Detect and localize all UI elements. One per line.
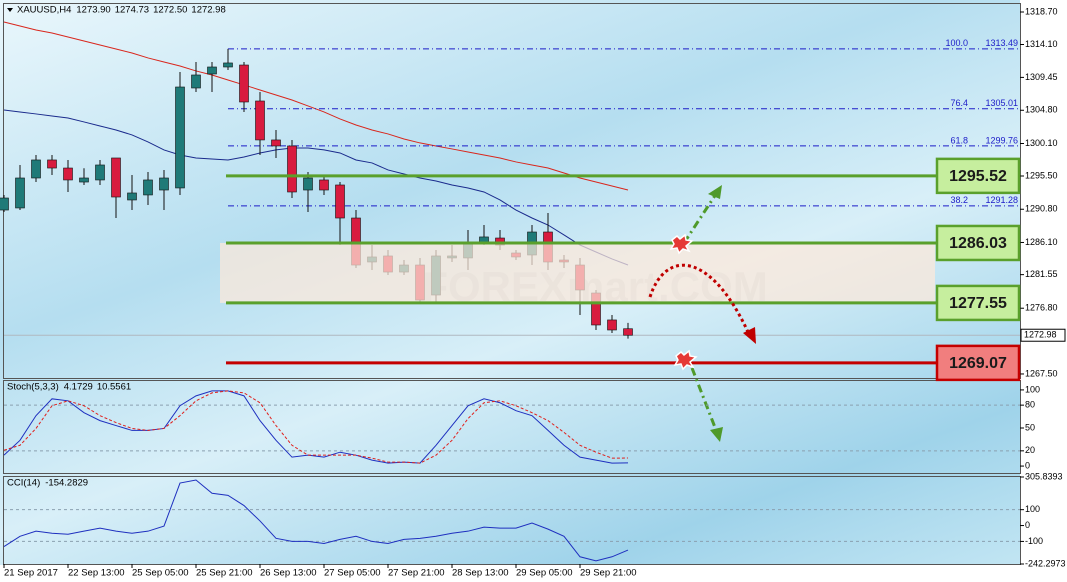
candle-body [143,179,153,196]
y-tick-label: 100 [1025,504,1040,514]
panel-title-value: 1272.50 [153,5,187,16]
level-label: 1286.03 [949,235,1007,252]
candle-body [95,164,105,181]
y-tick-label: 1309.45 [1025,72,1058,82]
candle-body [0,197,9,211]
level-box [935,284,1021,322]
fib-ratio: 100.0 [945,38,968,48]
panel-title-value: 1273.90 [76,5,110,16]
candle-body [319,179,329,191]
y-tick-label: 1300.10 [1025,138,1058,148]
y-tick-label: 50 [1025,422,1035,432]
level-label: 1269.07 [949,355,1007,372]
y-tick-label: 1290.80 [1025,204,1058,214]
fib-price: 1305.01 [985,98,1018,108]
y-tick-label: 1276.80 [1025,303,1058,313]
fib-ratio: 76.4 [950,98,968,108]
x-tick-label: 29 Sep 21:00 [580,568,637,579]
y-tick-label: 80 [1025,400,1035,410]
zone [220,242,935,303]
y-tick-label: 1267.50 [1025,368,1058,378]
fib-ratio: 61.8 [950,135,968,145]
panel-title-value: 1274.73 [115,5,149,16]
candle-body [191,74,201,89]
candle-body [15,177,25,209]
time-axis-bg [0,565,1067,582]
x-tick-label: 26 Sep 13:00 [260,568,317,579]
y-tick-label: 0 [1025,460,1030,470]
panel-title: CCI(14) [7,478,40,489]
candle-body [255,100,265,141]
y-tick-label: 0 [1025,520,1030,530]
x-tick-label: 25 Sep 05:00 [132,568,189,579]
candle-body [47,159,57,169]
panel-title: XAUUSD,H4 [17,5,71,16]
y-tick-label: 1304.80 [1025,105,1058,115]
arrows [648,185,756,442]
level-box [935,157,1021,195]
x-tick-label: 27 Sep 05:00 [324,568,381,579]
fib-price: 1313.49 [985,38,1018,48]
y-tick-label: -100 [1025,536,1043,546]
indicator-line [3,390,629,464]
y-tick-label: 1281.55 [1025,269,1058,279]
candle-body [175,86,185,189]
x-tick-label: 25 Sep 21:00 [196,568,253,579]
menu-arrow[interactable] [7,8,13,12]
y-tick-label: 305.8393 [1025,471,1063,481]
price-axis-bg [1020,0,1067,582]
level-label: 1295.52 [949,168,1007,185]
panel-borders [3,3,1021,565]
level-box [935,344,1021,382]
candle-body [479,236,489,243]
current-price-label: 1272.98 [1024,330,1057,340]
current-price-box [1020,328,1066,342]
fib-price: 1291.28 [985,195,1018,205]
x-tick-label: 22 Sep 13:00 [68,568,125,579]
candle-body [63,167,73,181]
candle-body [303,177,313,191]
y-tick-label: 1295.50 [1025,170,1058,180]
candle-body [31,159,41,179]
fib-ratio: 38.2 [950,195,968,205]
y-tick-label: -242.2973 [1025,558,1066,568]
level-box [935,224,1021,262]
moving-average [3,109,629,266]
x-tick-label: 29 Sep 05:00 [516,568,573,579]
level-label: 1277.55 [949,295,1007,312]
candle-body [111,157,121,198]
candle-body [79,177,89,183]
candle-body [335,184,345,219]
x-tick-label: 21 Sep 2017 [4,568,58,579]
candle-body [127,192,137,201]
candle-body [271,139,281,147]
candle-body [223,62,233,68]
y-tick-label: 1286.10 [1025,237,1058,247]
candle-body [207,66,217,75]
y-tick-label: 1318.70 [1025,6,1058,16]
indicator-line [3,479,629,562]
x-tick-label: 27 Sep 21:00 [388,568,445,579]
y-tick-label: 100 [1025,384,1040,394]
candle-body [287,145,297,193]
indicator-line [3,390,629,464]
panel-title-value: 10.5561 [97,382,131,393]
x-tick-label: 28 Sep 13:00 [452,568,509,579]
y-tick-label: 1314.10 [1025,39,1058,49]
candle-body [623,328,633,336]
candle-body [159,177,169,191]
y-tick-label: 20 [1025,445,1035,455]
panel-title: Stoch(5,3,3) [7,382,59,393]
panel-title-value: -154.2829 [45,478,88,489]
panel-title-value: 4.1729 [64,382,93,393]
fib-price: 1299.76 [985,135,1018,145]
panel-title-value: 1272.98 [191,5,225,16]
candle-body [239,64,249,103]
candle-body [607,319,617,331]
